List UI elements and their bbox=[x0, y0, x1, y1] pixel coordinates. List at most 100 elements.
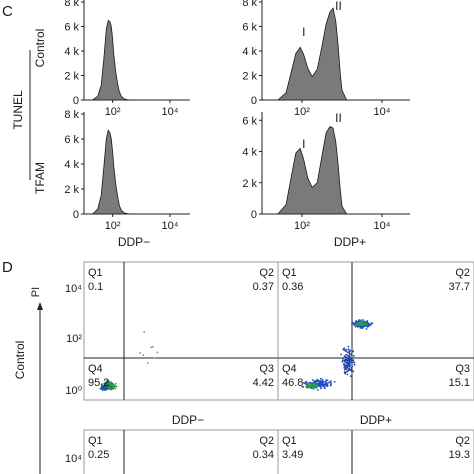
q1-value: 0.1 bbox=[88, 281, 103, 293]
scatter-point bbox=[359, 324, 361, 327]
scatter-point bbox=[362, 319, 365, 321]
histogram-area bbox=[277, 125, 348, 215]
scatter-point bbox=[108, 380, 110, 383]
scatter-point bbox=[104, 387, 107, 390]
scatter-point bbox=[346, 357, 348, 359]
scatter-point bbox=[110, 382, 113, 384]
scatter-point bbox=[345, 364, 348, 366]
scatter-point bbox=[343, 347, 346, 350]
scatter-point bbox=[360, 319, 363, 321]
scatter-point bbox=[360, 324, 363, 327]
scatter-dots bbox=[301, 319, 374, 391]
scatter-point bbox=[309, 384, 312, 386]
scatter-point bbox=[350, 369, 352, 372]
scatter-point bbox=[360, 321, 362, 324]
scatter-point bbox=[359, 326, 362, 329]
control-side-label: Control bbox=[13, 341, 27, 380]
scatter-point bbox=[345, 348, 348, 351]
q2-label: Q2 bbox=[259, 435, 274, 447]
scatter-point bbox=[156, 351, 159, 354]
x-tick-label: 10² bbox=[105, 106, 121, 118]
scatter-point bbox=[350, 357, 353, 360]
scatter-point bbox=[361, 327, 363, 329]
scatter-point bbox=[356, 326, 359, 328]
y-tick-label: 0 bbox=[73, 95, 79, 107]
plot-frame bbox=[83, 429, 279, 474]
scatter-point bbox=[353, 363, 356, 366]
y-tick-label: 2 k bbox=[64, 71, 79, 83]
scatter-plot-1: Q1 0.1 Q2 0.37 Q3 4.42 Q4 95.2 10⁰ 10² 10⁴ bbox=[65, 261, 279, 401]
scatter-point bbox=[349, 357, 351, 360]
histogram-1: 0 2 k 4 k 6 k 8 k 10² 10⁴ bbox=[64, 0, 190, 118]
y-tick-label: 8 k bbox=[64, 109, 79, 121]
histogram-area bbox=[91, 129, 133, 215]
scatter-point bbox=[319, 385, 322, 387]
scatter-point bbox=[363, 325, 366, 328]
scatter-point bbox=[346, 373, 349, 376]
scatter-point bbox=[349, 349, 352, 352]
q2-label: Q2 bbox=[455, 267, 470, 279]
scatter-point bbox=[319, 377, 322, 380]
q2-value: 19.3 bbox=[449, 449, 470, 461]
y-tick-label: 8 k bbox=[242, 0, 257, 9]
scatter-point bbox=[348, 365, 351, 367]
scatter-point bbox=[362, 323, 364, 326]
scatter-point bbox=[359, 320, 361, 322]
pi-axis-label: PI bbox=[30, 287, 42, 297]
scatter-point bbox=[350, 367, 353, 369]
scatter-point bbox=[348, 363, 351, 366]
q1-label: Q1 bbox=[88, 435, 103, 447]
scatter-point bbox=[330, 383, 332, 386]
scatter-point bbox=[359, 323, 361, 325]
scatter-point bbox=[343, 368, 346, 371]
q1-label: Q1 bbox=[282, 267, 297, 279]
plot-frame bbox=[277, 261, 474, 401]
pi-arrowhead bbox=[37, 302, 43, 310]
y-tick-label: 0 bbox=[251, 95, 257, 107]
scatter-point bbox=[325, 381, 327, 384]
scatter-point bbox=[153, 357, 156, 359]
scatter-point bbox=[366, 326, 369, 328]
scatter-point bbox=[313, 380, 316, 383]
scatter-point bbox=[101, 383, 103, 385]
x-tick-label: 10⁴ bbox=[161, 220, 178, 232]
scatter-point bbox=[318, 382, 321, 385]
scatter-point bbox=[305, 381, 308, 383]
panel-c-label: C bbox=[2, 3, 13, 20]
scatter-point bbox=[320, 387, 323, 389]
scatter-point bbox=[350, 354, 353, 357]
q4-label: Q4 bbox=[282, 363, 297, 375]
scatter-point bbox=[343, 355, 346, 357]
scatter-point bbox=[142, 354, 145, 356]
scatter-point bbox=[352, 359, 355, 362]
scatter-point bbox=[112, 385, 115, 387]
scatter-point bbox=[307, 384, 310, 387]
scatter-point bbox=[357, 324, 360, 326]
y-tick-label: 6 k bbox=[242, 115, 257, 127]
scatter-point bbox=[347, 348, 350, 351]
scatter-point bbox=[115, 385, 118, 388]
scatter-point bbox=[348, 356, 351, 358]
scatter-point bbox=[345, 353, 348, 356]
scatter-point bbox=[108, 385, 111, 388]
scatter-point bbox=[349, 361, 351, 364]
scatter-point bbox=[318, 380, 321, 383]
scatter-point bbox=[317, 379, 320, 382]
scatter-point bbox=[114, 387, 117, 390]
scatter-point bbox=[344, 358, 347, 361]
peak-label-ii: II bbox=[335, 111, 342, 125]
scatter-point bbox=[346, 370, 349, 373]
peak-label-i: I bbox=[302, 25, 305, 39]
scatter-point bbox=[342, 358, 344, 360]
scatter-point bbox=[344, 372, 346, 375]
y-tick-label: 10⁰ bbox=[65, 385, 82, 397]
q1-label: Q1 bbox=[88, 267, 103, 279]
scatter-point bbox=[349, 354, 351, 356]
y-tick-label: 10² bbox=[66, 333, 82, 345]
q3-label: Q3 bbox=[455, 363, 470, 375]
row-tfam-label: TFAM bbox=[33, 162, 47, 194]
scatter-point bbox=[306, 386, 309, 389]
